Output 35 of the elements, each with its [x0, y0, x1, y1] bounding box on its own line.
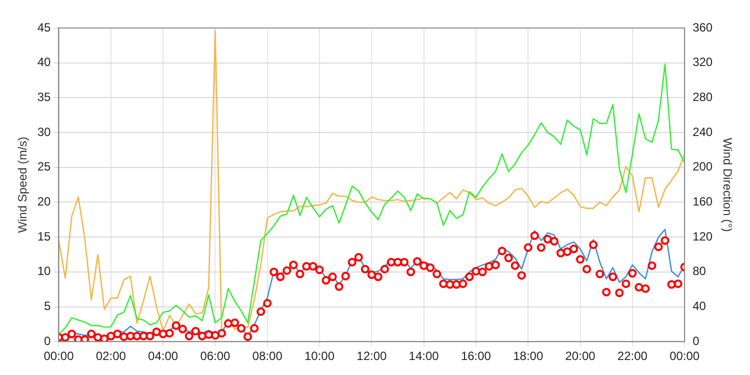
y-tick-label: 30: [37, 124, 52, 139]
y2-tick-label: 240: [692, 124, 713, 139]
y-tick-label: 5: [44, 299, 52, 314]
x-tick-label: 02:00: [96, 349, 126, 364]
x-tick-label: 14:00: [408, 349, 440, 364]
y-tick-label: 20: [37, 194, 52, 209]
y2-tick-label: 200: [692, 160, 713, 174]
y-tick-label: 35: [37, 90, 52, 104]
x-tick-label: 06:00: [200, 349, 231, 364]
y-tick-label: 15: [37, 229, 52, 244]
y2-tick-label: 280: [692, 90, 713, 104]
y-axis-title: Wind Speed (m/s): [16, 136, 30, 233]
x-tick-label: 16:00: [460, 349, 492, 364]
y-tick-label: 10: [37, 264, 52, 278]
y2-tick-label: 360: [692, 20, 713, 34]
x-tick-label: 12:00: [356, 349, 388, 364]
y2-tick-label: 160: [692, 194, 713, 209]
x-tick-label: 00:00: [670, 349, 700, 364]
x-tick-label: 20:00: [565, 349, 596, 364]
x-tick-label: 18:00: [513, 349, 544, 364]
y-tick-label: 0: [44, 334, 52, 348]
x-tick-label: 10:00: [304, 349, 335, 364]
y2-tick-label: 120: [692, 229, 713, 244]
y-tick-label: 25: [37, 160, 52, 174]
y2-tick-label: 80: [692, 264, 706, 278]
y2-tick-label: 0: [692, 334, 700, 348]
x-tick-label: 00:00: [44, 349, 74, 364]
x-tick-label: 22:00: [617, 349, 648, 364]
y-tick-label: 40: [37, 55, 52, 70]
x-tick-label: 04:00: [148, 349, 178, 364]
x-tick-label: 08:00: [252, 349, 283, 364]
y2-tick-label: 320: [692, 55, 713, 70]
y2-axis-title: Wind Direction (°): [720, 138, 734, 232]
y-tick-label: 45: [37, 20, 52, 34]
y2-tick-label: 40: [692, 299, 706, 314]
